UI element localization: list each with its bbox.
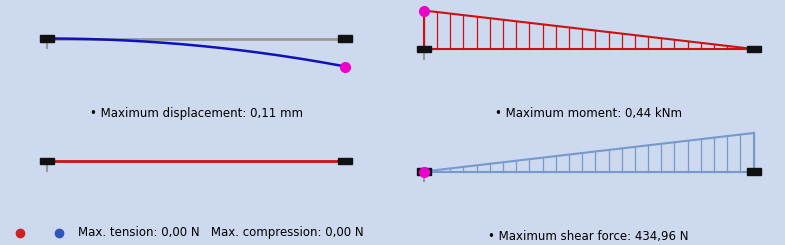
Bar: [338, 158, 352, 164]
Bar: [338, 35, 352, 42]
Bar: [417, 46, 431, 52]
Bar: [417, 168, 431, 175]
Bar: [747, 46, 761, 52]
Text: • Maximum shear force: 434,96 N: • Maximum shear force: 434,96 N: [488, 230, 689, 243]
Text: • Maximum displacement: 0,11 mm: • Maximum displacement: 0,11 mm: [89, 107, 303, 120]
Bar: [747, 168, 761, 175]
Text: • Maximum moment: 0,44 kNm: • Maximum moment: 0,44 kNm: [495, 107, 682, 120]
Bar: [40, 158, 54, 164]
Text: Max. tension: 0,00 N   Max. compression: 0,00 N: Max. tension: 0,00 N Max. compression: 0…: [78, 226, 364, 239]
Bar: [40, 35, 54, 42]
